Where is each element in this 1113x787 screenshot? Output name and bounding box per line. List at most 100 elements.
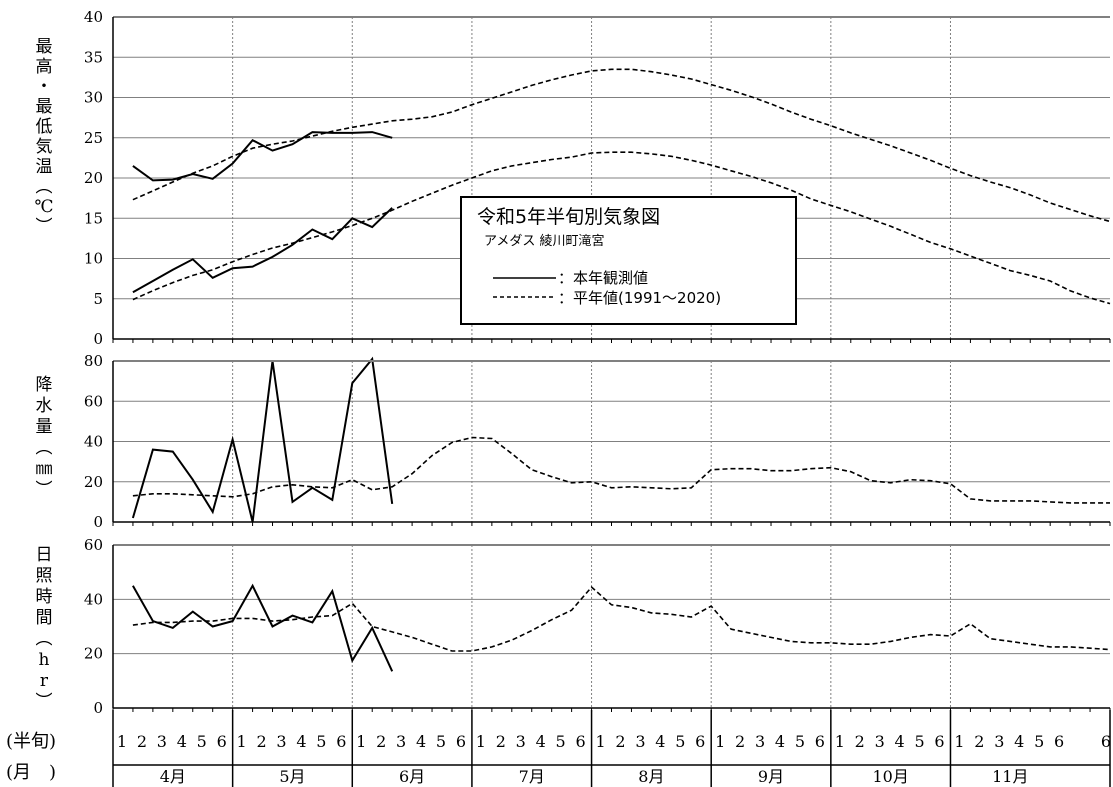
y-tick-label: 0: [93, 330, 103, 348]
pentad-label: 4: [416, 732, 426, 751]
legend-label-solid: ：本年観測値: [558, 269, 648, 287]
pentad-label: 1: [117, 732, 127, 751]
legend: 令和5年半旬別気象図 アメダス 綾川町滝宮 ：本年観測値 ：平年値(1991～2…: [460, 196, 797, 325]
pentad-label: 4: [296, 732, 306, 751]
y-tick-label: 20: [84, 473, 103, 491]
axis-title-char: 高: [36, 57, 53, 77]
y-tick-label: 80: [84, 352, 103, 370]
pentad-label: 1: [835, 732, 845, 751]
axis-title-char: 降: [36, 375, 53, 395]
pentad-label: 2: [615, 732, 625, 751]
chart-title: 令和5年半旬別気象図: [477, 206, 660, 228]
pentad-label: 3: [755, 732, 765, 751]
y-tick-label: 40: [84, 433, 103, 451]
y-tick-label: 20: [84, 645, 103, 663]
data-layer: [131, 68, 1111, 672]
axis-title-char: 低: [36, 117, 53, 137]
pentad-label: 6: [1054, 732, 1064, 751]
observed-series-line: [131, 356, 394, 523]
pentad-label: 4: [177, 732, 187, 751]
month-row-label: (月 ): [6, 762, 56, 783]
pentad-label: 2: [855, 732, 865, 751]
sunshine-axis-title: 日照時間︵ h r ︶: [36, 545, 53, 712]
pentad-label: 5: [914, 732, 924, 751]
month-label: 10月: [872, 767, 908, 786]
axis-title-char: 最: [36, 97, 53, 117]
axis-title-char: h: [39, 650, 50, 670]
pentad-row-label: (半旬): [6, 731, 56, 752]
observed-series-line: [132, 207, 393, 294]
y-tick-label: 60: [84, 392, 103, 410]
pentad-label: 1: [237, 732, 247, 751]
pentad-label: 1: [356, 732, 366, 751]
axis-title-char: 気: [36, 137, 53, 157]
pentad-label: 1: [715, 732, 725, 751]
legend-label-dashed: ：平年値(1991～2020): [558, 289, 721, 307]
pentad-label: 6: [217, 732, 227, 751]
pentad-label: 5: [197, 732, 207, 751]
pentad-label: 6: [1101, 732, 1111, 751]
month-label: 4月: [160, 767, 186, 786]
observed-series-line: [132, 583, 394, 672]
normal-series-line: [132, 436, 1110, 504]
month-label: 7月: [519, 767, 545, 786]
y-tick-label: 0: [93, 513, 103, 531]
axis-title-char: ︵: [36, 438, 53, 458]
pentad-label: 1: [595, 732, 605, 751]
axis-title-char: ︶: [36, 480, 53, 500]
y-tick-label: 5: [93, 290, 103, 308]
pentad-label: 5: [795, 732, 805, 751]
y-tick-label: 40: [84, 8, 103, 26]
month-label: 11月: [992, 767, 1028, 786]
axis-title-char: ︶: [36, 692, 53, 712]
pentad-label: 6: [815, 732, 825, 751]
axis-title-char: ℃: [34, 197, 53, 217]
y-tick-label: 20: [84, 169, 103, 187]
pentad-label: 2: [137, 732, 147, 751]
legend-box: [460, 196, 797, 325]
y-tick-label: 10: [84, 250, 103, 268]
chart-subtitle: アメダス 綾川町滝宮: [484, 233, 604, 249]
pentad-label: 6: [934, 732, 944, 751]
pentad-label: 5: [316, 732, 326, 751]
pentad-label: 6: [695, 732, 705, 751]
axis-title-char: 量: [36, 417, 53, 437]
pentad-label: 3: [157, 732, 167, 751]
y-tick-label: 40: [84, 590, 103, 608]
pentad-label: 3: [635, 732, 645, 751]
precip-axis-title: 降水量︵ ㎜ ︶: [36, 375, 53, 500]
axis-title-char: 水: [36, 396, 53, 416]
y-tick-label: 35: [84, 48, 103, 66]
pentad-label: 2: [256, 732, 266, 751]
pentad-label: 4: [895, 732, 905, 751]
axis-title-char: 温: [36, 157, 53, 177]
pentad-label: 1: [476, 732, 486, 751]
pentad-label: 4: [536, 732, 546, 751]
axis-title-char: ・: [36, 77, 53, 97]
pentad-label: 6: [336, 732, 346, 751]
y-tick-label: 0: [93, 699, 103, 717]
axis-title-char: 間: [36, 608, 53, 628]
pentad-label: 4: [775, 732, 785, 751]
month-label: 6月: [399, 767, 425, 786]
pentad-label: 5: [675, 732, 685, 751]
normal-series-line: [132, 151, 1111, 305]
pentad-label: 2: [496, 732, 506, 751]
month-label: 8月: [638, 767, 664, 786]
axis-title-char: 日: [36, 545, 53, 565]
axis-title-char: ㎜: [36, 459, 53, 479]
y-tick-label: 25: [84, 129, 103, 147]
axis-title-char: r: [40, 671, 49, 691]
pentad-label: 3: [875, 732, 885, 751]
axis-title-char: 時: [36, 587, 53, 607]
grid-layer: [113, 17, 1110, 708]
pentad-label: 5: [1034, 732, 1044, 751]
month-label: 5月: [279, 767, 305, 786]
pentad-label: 3: [516, 732, 526, 751]
pentad-label: 5: [436, 732, 446, 751]
month-label: 9月: [758, 767, 784, 786]
axis-title-char: ︵: [36, 177, 53, 197]
axis-title-char: ︵: [36, 629, 53, 649]
